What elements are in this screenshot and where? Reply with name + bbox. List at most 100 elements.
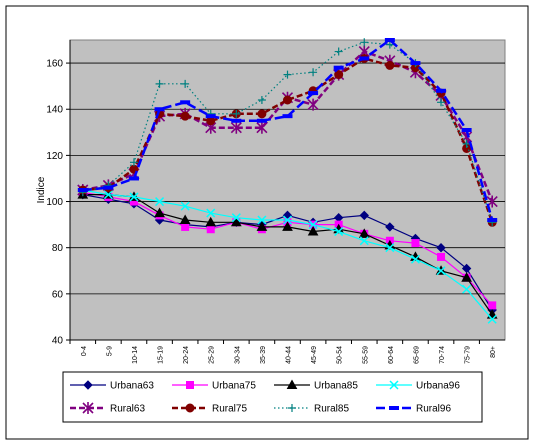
- data-point-marker: [186, 381, 194, 389]
- data-point-marker: [385, 243, 395, 253]
- legend-label: Rural75: [212, 404, 247, 415]
- x-tick-label: 35-39: [260, 346, 267, 364]
- y-tick-label: 80: [52, 243, 64, 254]
- x-tick-label: 5-9: [106, 346, 113, 356]
- x-tick-label: 80+: [490, 346, 497, 358]
- data-point-marker: [334, 70, 344, 80]
- data-point-marker: [185, 403, 195, 413]
- y-tick-label: 120: [46, 151, 63, 162]
- x-tick-label: 50-54: [337, 346, 344, 364]
- legend-item-urbana63: Urbana63: [70, 380, 154, 392]
- data-point-marker: [307, 226, 319, 236]
- legend-label: Rural85: [314, 404, 349, 415]
- data-point-marker: [359, 236, 369, 246]
- data-point-marker: [282, 221, 293, 231]
- x-tick-label: 30-34: [234, 346, 241, 364]
- data-point-marker: [360, 38, 369, 47]
- legend-item-rural96: Rural96: [376, 404, 451, 415]
- data-point-marker: [206, 225, 215, 234]
- data-point-marker: [385, 222, 395, 232]
- data-point-marker: [180, 201, 190, 211]
- legend-item-urbana96: Urbana96: [376, 380, 460, 392]
- data-point-marker: [181, 222, 190, 231]
- y-axis: 40 60 80 100 120 140 160: [46, 40, 71, 347]
- data-point-marker: [83, 380, 93, 390]
- data-point-marker: [288, 404, 296, 412]
- data-point-marker: [437, 98, 446, 107]
- data-point-marker: [436, 242, 446, 253]
- data-point-marker: [309, 68, 318, 77]
- x-axis: 0-4 5-9 10-14 15-19 20-24 25-29 30-34 35-39 40-4…: [69, 339, 505, 364]
- data-point-marker: [154, 207, 165, 218]
- data-point-marker: [359, 210, 369, 221]
- data-point-marker: [205, 216, 217, 227]
- legend-label: Urbana96: [416, 381, 460, 392]
- data-point-marker: [256, 221, 268, 231]
- legend-label: Urbana75: [212, 381, 256, 392]
- data-point-marker: [283, 70, 292, 79]
- data-point-marker: [334, 227, 344, 237]
- x-tick-label: 15-19: [158, 346, 165, 364]
- y-tick-label: 60: [52, 289, 64, 300]
- series-rural96: [77, 38, 498, 222]
- x-tick-label: 20-24: [183, 346, 190, 364]
- data-point-marker: [257, 96, 266, 104]
- legend-label: Rural63: [110, 404, 145, 415]
- data-point-marker: [385, 60, 395, 70]
- data-point-marker: [180, 111, 190, 121]
- data-point-marker: [155, 79, 164, 88]
- data-point-marker: [82, 402, 94, 414]
- grid-lines: [70, 62, 505, 295]
- data-point-marker: [103, 190, 113, 200]
- data-point-marker: [155, 197, 165, 207]
- data-point-marker: [286, 379, 298, 389]
- x-tick-label: 60-64: [388, 346, 395, 364]
- legend-item-rural85: Rural85: [274, 404, 349, 415]
- data-point-marker: [462, 284, 472, 294]
- series-group: [77, 38, 498, 324]
- data-point-marker: [232, 109, 241, 118]
- y-tick-label: 100: [46, 197, 63, 208]
- data-point-marker: [437, 252, 446, 261]
- x-tick-label: 25-29: [209, 346, 216, 364]
- x-tick-label: 0-4: [81, 346, 88, 356]
- data-point-marker: [283, 95, 292, 105]
- x-tick-label: 70-74: [439, 346, 446, 364]
- series-line: [82, 38, 494, 221]
- data-point-marker: [129, 192, 139, 202]
- legend-box: [62, 371, 483, 423]
- data-point-marker: [257, 215, 267, 225]
- data-point-marker: [181, 79, 190, 88]
- data-point-marker: [308, 220, 318, 230]
- data-point-marker: [282, 215, 293, 225]
- legend: Urbana63 Urbana75 Urbana85 Urbana96 Rural63 R…: [70, 379, 460, 415]
- legend-label: Rural96: [416, 404, 451, 415]
- legend-item-rural63: Rural63: [70, 402, 145, 415]
- data-point-marker: [487, 314, 497, 324]
- data-point-marker: [129, 158, 138, 167]
- data-point-marker: [411, 239, 420, 248]
- data-point-marker: [257, 109, 267, 119]
- legend-item-rural75: Rural75: [172, 403, 247, 415]
- x-tick-label: 75-79: [465, 346, 472, 364]
- x-tick-label: 10-14: [132, 346, 139, 364]
- data-point-marker: [436, 266, 446, 276]
- legend-item-urbana85: Urbana85: [274, 379, 358, 392]
- data-point-marker: [256, 121, 268, 134]
- data-point-marker: [488, 301, 497, 310]
- y-tick-label: 40: [52, 336, 64, 347]
- data-point-marker: [206, 208, 216, 218]
- data-point-marker: [230, 216, 242, 227]
- data-point-marker: [179, 214, 191, 224]
- data-point-marker: [231, 213, 241, 223]
- data-point-marker: [461, 272, 472, 282]
- y-tick-label: 160: [46, 59, 63, 70]
- x-tick-label: 65-69: [413, 346, 420, 364]
- data-point-marker: [358, 228, 370, 238]
- x-tick-label: 55-59: [362, 346, 369, 364]
- x-tick-label: 45-49: [311, 346, 318, 364]
- plot-area: [69, 39, 506, 341]
- y-tick-label: 140: [46, 105, 63, 116]
- series-line: [82, 41, 493, 223]
